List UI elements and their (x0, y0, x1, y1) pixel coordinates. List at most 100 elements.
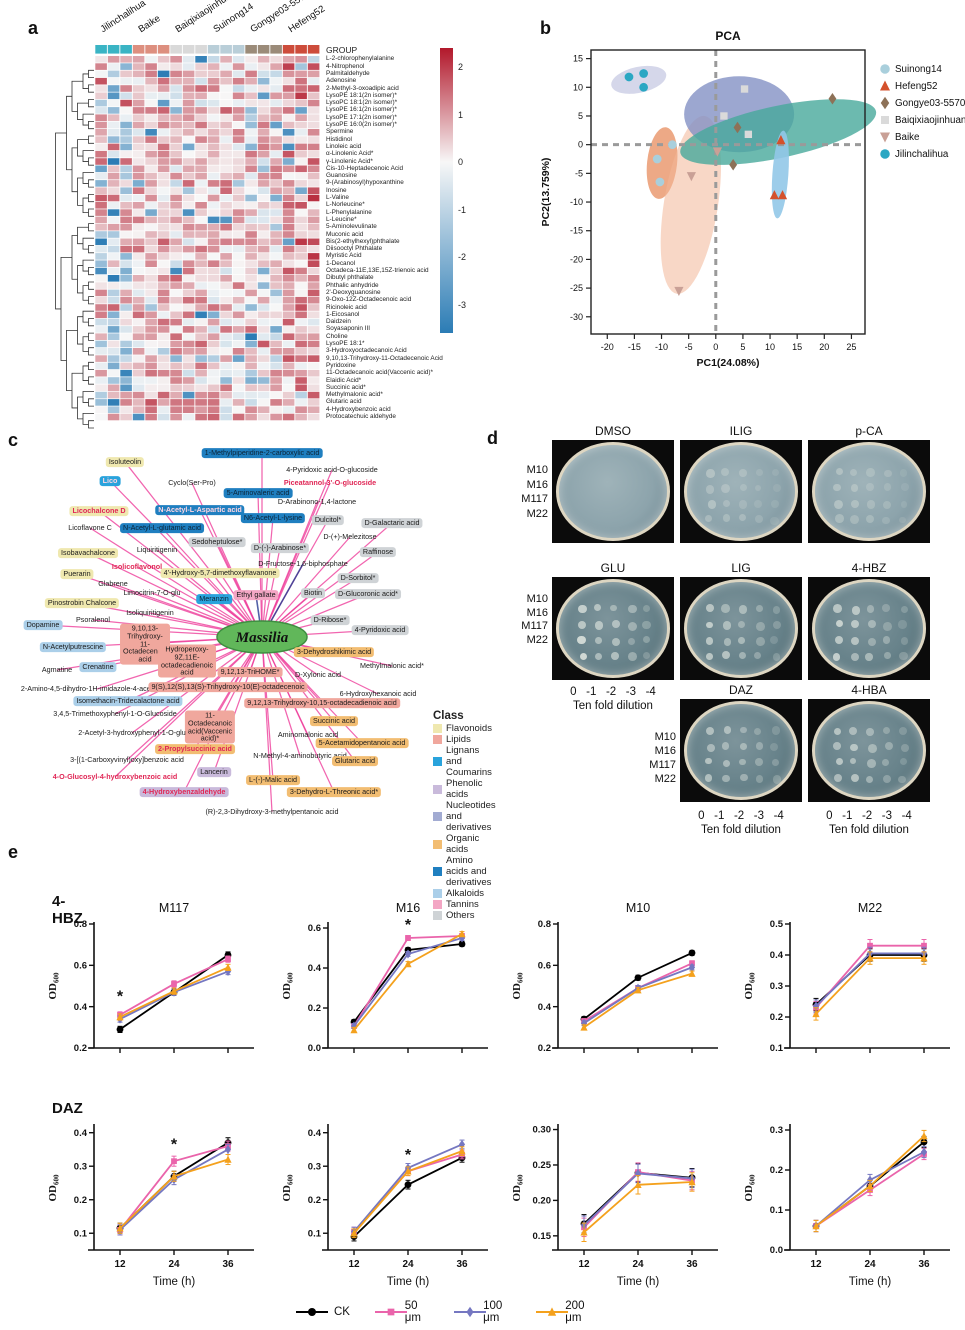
network-node: Sedoheptulose* (188, 537, 246, 547)
colony-dot (867, 637, 877, 647)
colony-dot (900, 605, 908, 613)
strain-label-M16: M16 (654, 745, 676, 757)
colony-dot (755, 775, 764, 784)
heatmap-cell (220, 406, 232, 413)
heatmap-cell (145, 304, 157, 311)
heatmap-cell (170, 406, 182, 413)
heatmap-cell (170, 143, 182, 151)
colony-dot (772, 484, 782, 493)
heatmap-cell (282, 267, 295, 275)
heatmap-row-label: LysoPE 16:1(2n isomer)* (326, 106, 397, 114)
dendrogram-branch (77, 316, 83, 345)
heatmap-cell (282, 275, 295, 282)
group-cell (195, 45, 207, 54)
heatmap-cell (182, 377, 195, 384)
heatmap-cell (132, 267, 145, 275)
heatmap-cell (307, 209, 320, 216)
heatmap-cell (195, 377, 207, 384)
heatmap-cell (182, 238, 195, 246)
heatmap-cell (220, 369, 232, 377)
class-label: Flavonoids (446, 723, 492, 734)
colony-dot (898, 620, 907, 629)
heatmap-cell (232, 165, 245, 173)
network-legend-item: Organic acids (433, 833, 496, 855)
network-node: N-Acetyl-L-glutamic acid (120, 523, 204, 533)
network-node: 2-Propylsuccinic acid (155, 744, 235, 754)
colony-dot (739, 469, 747, 477)
heatmap-cell (307, 413, 320, 421)
heatmap-cell (182, 56, 195, 63)
heatmap-cell (120, 333, 132, 340)
heatmap-cell (120, 253, 132, 260)
heatmap-cell (145, 355, 157, 362)
class-swatch (433, 757, 442, 766)
colony-dot (627, 622, 637, 632)
heatmap-cell (120, 399, 132, 406)
colony-dot (705, 515, 712, 523)
colorbar-tick-label: -3 (458, 299, 467, 310)
network-node: N-Methyl-4-aminobutyric acid (253, 751, 347, 761)
heatmap-cell (107, 180, 120, 187)
heatmap-cell (295, 311, 307, 319)
colony-dot (899, 468, 908, 477)
heatmap-cell (95, 289, 107, 297)
heatmap-cell (245, 282, 257, 289)
pca-legend-label: Suinong14 (895, 64, 942, 75)
heatmap-cell (120, 114, 132, 121)
heatmap-row-label: Myristic Acid (326, 252, 362, 260)
heatmap-cell (257, 56, 270, 63)
dendrogram-branch (82, 197, 89, 214)
heatmap-cell (245, 150, 257, 158)
heatmap-cell (270, 187, 282, 194)
colony-dot (866, 514, 875, 523)
heatmap-cell (170, 150, 182, 158)
heatmap-cell (207, 238, 220, 246)
heatmap-cell (307, 194, 320, 202)
colony-dot (704, 757, 712, 765)
heatmap-cell (257, 77, 270, 85)
heatmap-cell (232, 107, 245, 114)
heatmap-cell (195, 260, 207, 267)
heatmap-cell (295, 107, 307, 114)
heatmap-cell (307, 326, 320, 333)
heatmap-cell (295, 282, 307, 289)
heatmap-row-label: Soyasaponin III (326, 325, 371, 333)
network-node: Isoluteolin (105, 457, 145, 467)
panel-b-label: b (540, 18, 551, 38)
colony-dot (772, 775, 782, 784)
massilia-node (216, 620, 308, 654)
heatmap-cell (132, 245, 145, 253)
y-tick-label: 0.4 (74, 1002, 88, 1013)
heatmap-cell (145, 99, 157, 107)
heatmap-cell (245, 209, 257, 216)
network-node: D-Sorbitol* (337, 573, 379, 583)
pca-xtick-label: -20 (601, 342, 614, 352)
heatmap-cell (245, 77, 257, 85)
heatmap-cell (270, 136, 282, 143)
heatmap-cell (270, 99, 282, 107)
colony-dot (577, 620, 587, 630)
heatmap-cell (95, 143, 107, 151)
y-tick-label: 0.2 (308, 1003, 321, 1014)
heatmap-cell (120, 216, 132, 224)
heatmap-cell (157, 311, 170, 319)
heatmap-cell (245, 92, 257, 100)
colony-dot (866, 728, 874, 736)
heatmap-cell (145, 377, 157, 384)
heatmap-cell (120, 92, 132, 100)
network-node: 4-Pyridoxic acid (351, 625, 409, 635)
colony-dot (707, 500, 716, 509)
network-node: 5-Aminovaleric acid (223, 488, 293, 498)
network-node: Agmatine (41, 665, 73, 675)
marker-square (744, 130, 753, 139)
heatmap-cell (282, 223, 295, 231)
network-node: 3,4,5-Trimethoxyphenyl-1-O-Glucoside (53, 709, 177, 719)
network-node: Licoflavone C (68, 523, 112, 533)
heatmap-cell (232, 369, 245, 377)
heatmap-cell (307, 56, 320, 63)
heatmap-cell (207, 406, 220, 413)
heatmap-cell (295, 165, 307, 173)
heatmap-cell (107, 85, 120, 92)
